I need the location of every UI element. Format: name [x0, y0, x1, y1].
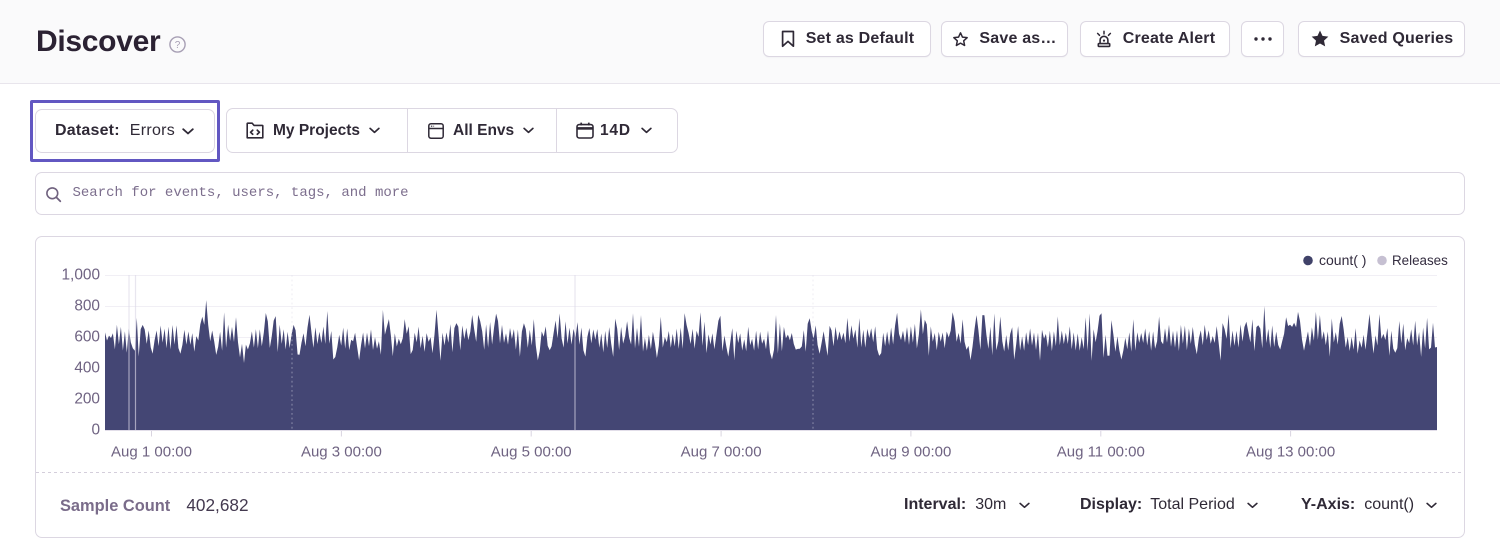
- svg-text:600: 600: [74, 329, 100, 346]
- svg-text:0: 0: [91, 422, 100, 439]
- svg-text:Aug 9 00:00: Aug 9 00:00: [870, 444, 951, 461]
- svg-text:Aug 1 00:00: Aug 1 00:00: [111, 444, 192, 461]
- svg-text:?: ?: [175, 40, 181, 51]
- svg-text:Aug 11 00:00: Aug 11 00:00: [1057, 444, 1145, 461]
- svg-text:1,000: 1,000: [61, 267, 100, 284]
- svg-text:Aug 5 00:00: Aug 5 00:00: [491, 444, 572, 461]
- svg-text:800: 800: [74, 298, 100, 315]
- svg-text:200: 200: [74, 391, 100, 408]
- svg-text:Aug 13 00:00: Aug 13 00:00: [1246, 444, 1335, 461]
- svg-text:Aug 3 00:00: Aug 3 00:00: [301, 444, 382, 461]
- svg-text:400: 400: [74, 360, 100, 377]
- svg-text:Aug 7 00:00: Aug 7 00:00: [681, 444, 762, 461]
- svg-text:Releases: Releases: [1392, 253, 1448, 268]
- svg-text:count( ): count( ): [1319, 252, 1366, 268]
